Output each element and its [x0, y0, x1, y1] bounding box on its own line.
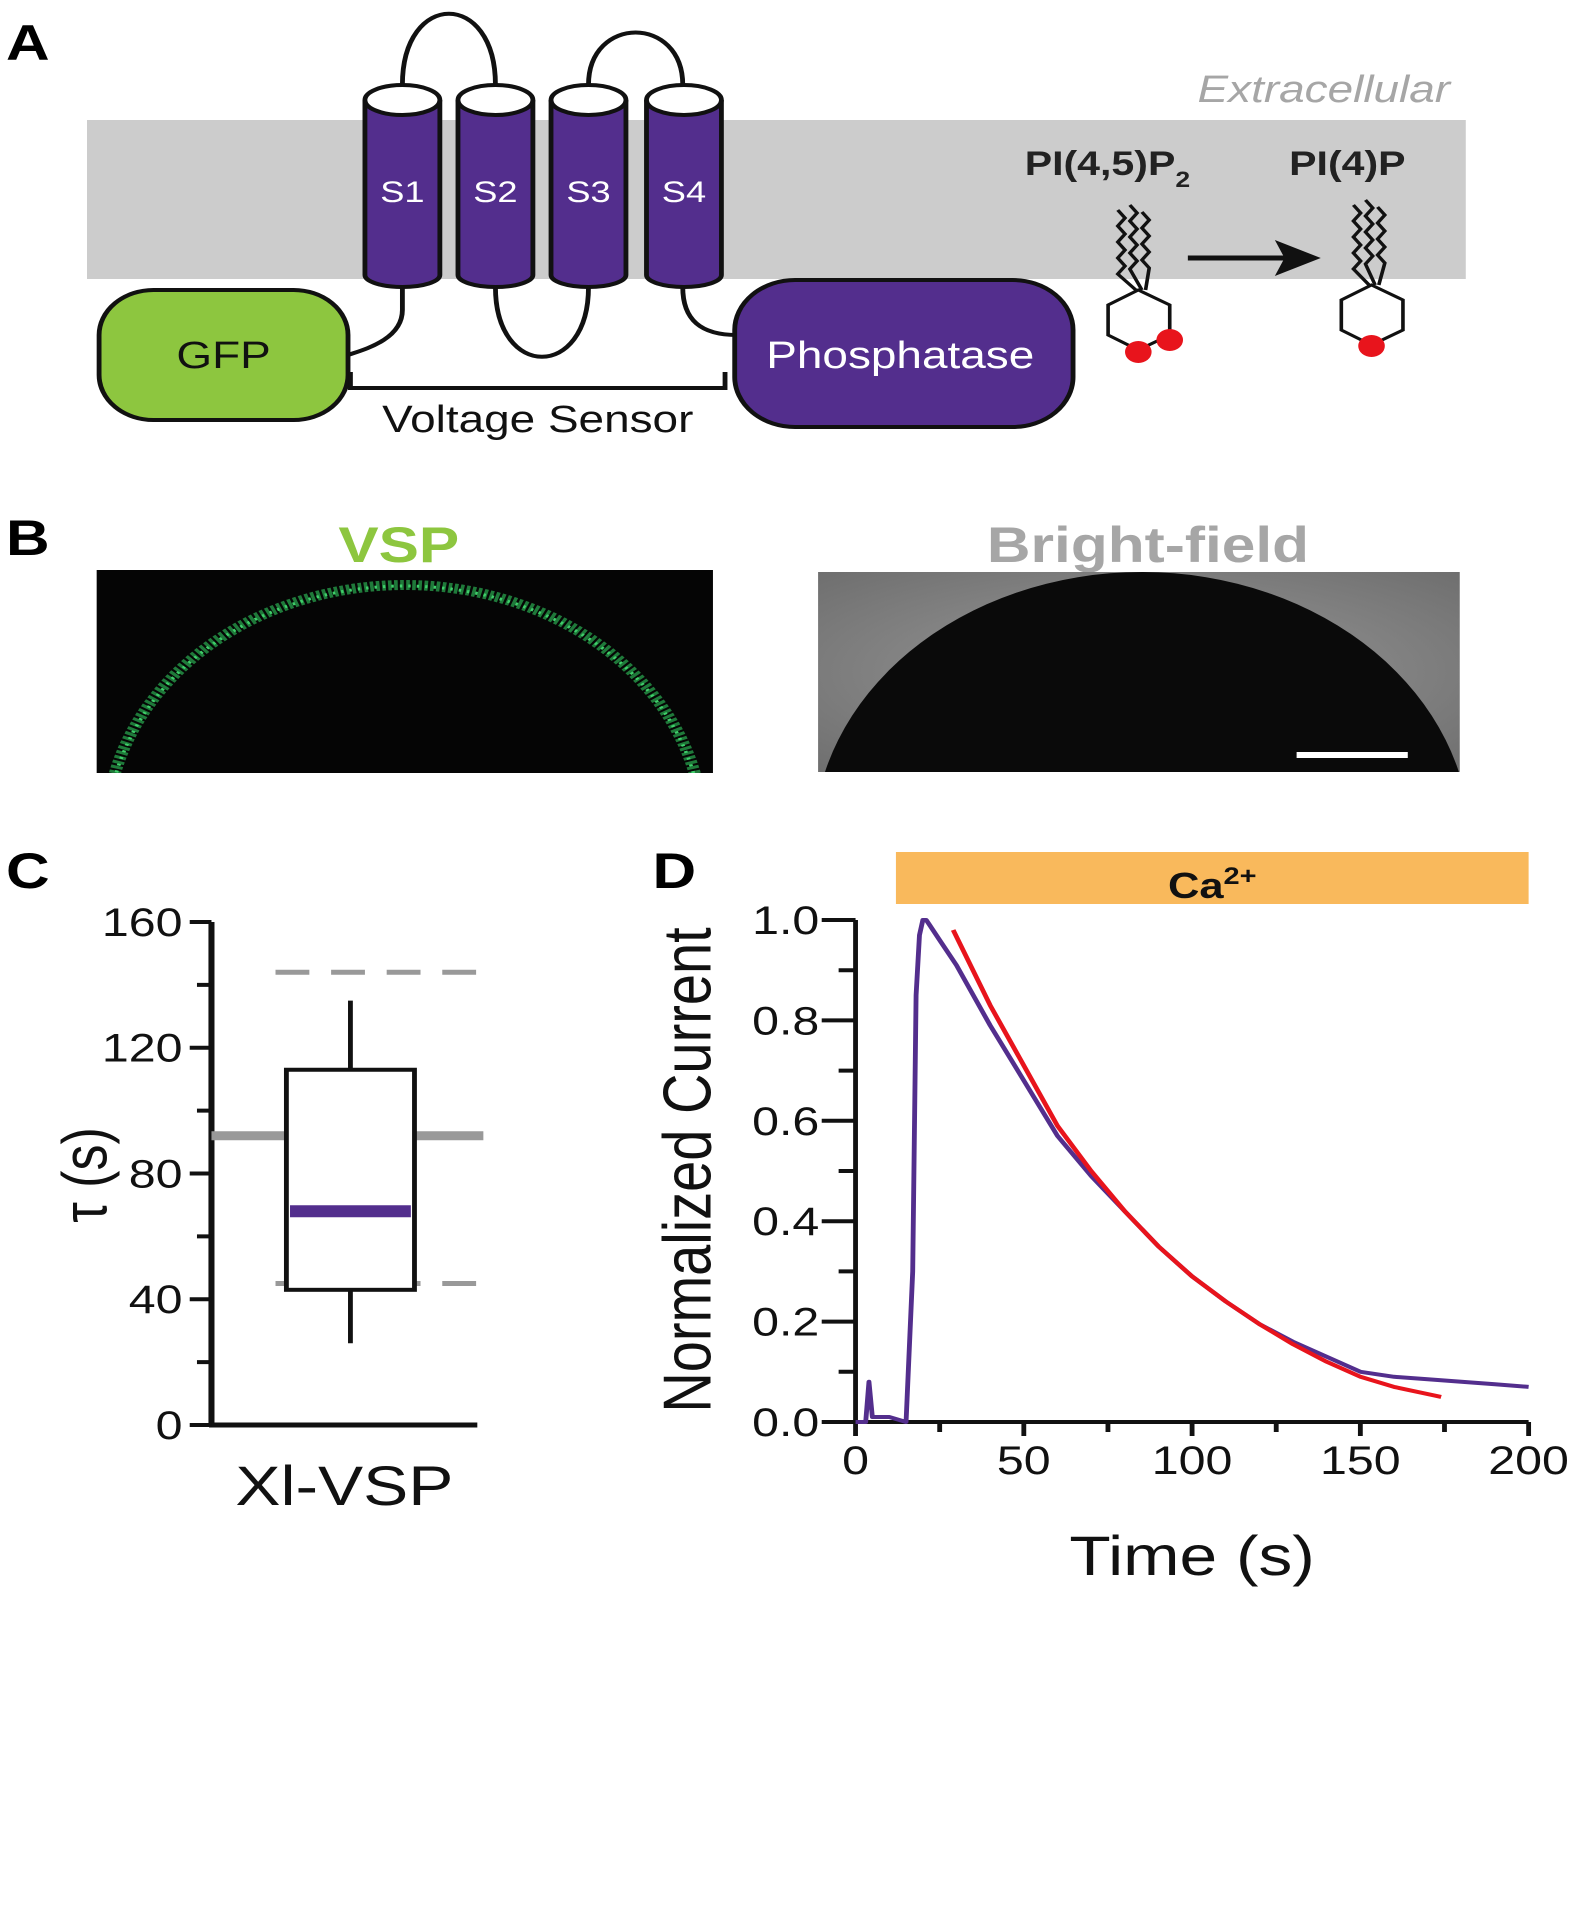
helix — [362, 100, 443, 289]
image-title: Bright-field — [987, 517, 1309, 573]
substrate-subscript: 2 — [1175, 168, 1190, 192]
y-tick-label: 0.6 — [752, 1100, 819, 1144]
y-axis-title: τ (s) — [51, 1127, 121, 1223]
y-tick-label: 40 — [129, 1278, 183, 1322]
y-tick-label: 1.0 — [752, 899, 819, 943]
panel-label: A — [6, 15, 50, 71]
x-tick-label: Xl-VSP — [235, 1455, 453, 1517]
loops — [347, 11, 738, 359]
x-tick-label: 200 — [1488, 1439, 1569, 1483]
helix-label: S2 — [473, 176, 517, 209]
arrow-head — [1274, 240, 1321, 276]
stimulus-bar — [895, 852, 1529, 904]
helix — [455, 100, 536, 289]
helix-top — [455, 83, 536, 117]
x-tick-label: 100 — [1152, 1439, 1233, 1483]
y-tick-label: 0.2 — [752, 1300, 819, 1344]
helix-top — [644, 83, 724, 117]
panel-label: C — [6, 843, 50, 899]
panel-label: D — [653, 843, 697, 899]
y-tick-label: 0.0 — [752, 1401, 819, 1445]
helix-label: S1 — [380, 176, 424, 209]
phosphatase — [732, 278, 1076, 429]
helix-label: S4 — [662, 176, 706, 209]
y-tick-label: 0.4 — [752, 1200, 819, 1244]
phosphates — [1125, 329, 1385, 363]
annotation-superscript: 2+ — [1224, 862, 1257, 889]
x-tick-label: 150 — [1320, 1439, 1401, 1483]
panel-label: B — [6, 510, 50, 566]
substrate-text: PI(4,5)P — [1025, 144, 1176, 182]
helices: S1 S2 S3 S4 — [362, 83, 724, 289]
cell — [824, 572, 1459, 772]
y-tick-label: 160 — [102, 901, 183, 945]
box — [283, 1067, 417, 1292]
helix-top — [548, 83, 629, 117]
x-axis-title: Time (s) — [1069, 1525, 1315, 1587]
fluorescence-image — [96, 570, 713, 773]
y-tick-label: 0.8 — [752, 999, 819, 1043]
helix — [548, 100, 629, 289]
phosphatase-label: Phosphatase — [766, 334, 1034, 376]
image-title: VSP — [338, 517, 459, 573]
product-label: PI(4)P — [1289, 144, 1405, 182]
gfp-label: GFP — [176, 334, 270, 376]
annotation: Ca2+ — [1168, 862, 1257, 906]
helix-label: S3 — [566, 176, 610, 209]
annotation-text: Ca — [1168, 866, 1224, 906]
bracket-label: Voltage Sensor — [382, 398, 693, 440]
y-axis-title: Normalized Current — [651, 927, 726, 1412]
y-tick-label: 0 — [156, 1404, 183, 1448]
x-tick-label: 0 — [842, 1439, 869, 1483]
substrate-label: PI(4,5)P2 — [1025, 144, 1190, 192]
helix — [644, 100, 724, 289]
y-tick-label: 80 — [129, 1152, 183, 1196]
bracket — [348, 372, 728, 390]
line — [950, 929, 1442, 1399]
region-label: Extracellular — [1198, 68, 1453, 110]
y-tick-label: 120 — [102, 1027, 183, 1071]
gfp — [96, 288, 351, 422]
membrane — [87, 120, 1466, 279]
x-tick-label: 50 — [997, 1439, 1051, 1483]
helix-top — [362, 83, 443, 117]
line — [855, 918, 1529, 1424]
